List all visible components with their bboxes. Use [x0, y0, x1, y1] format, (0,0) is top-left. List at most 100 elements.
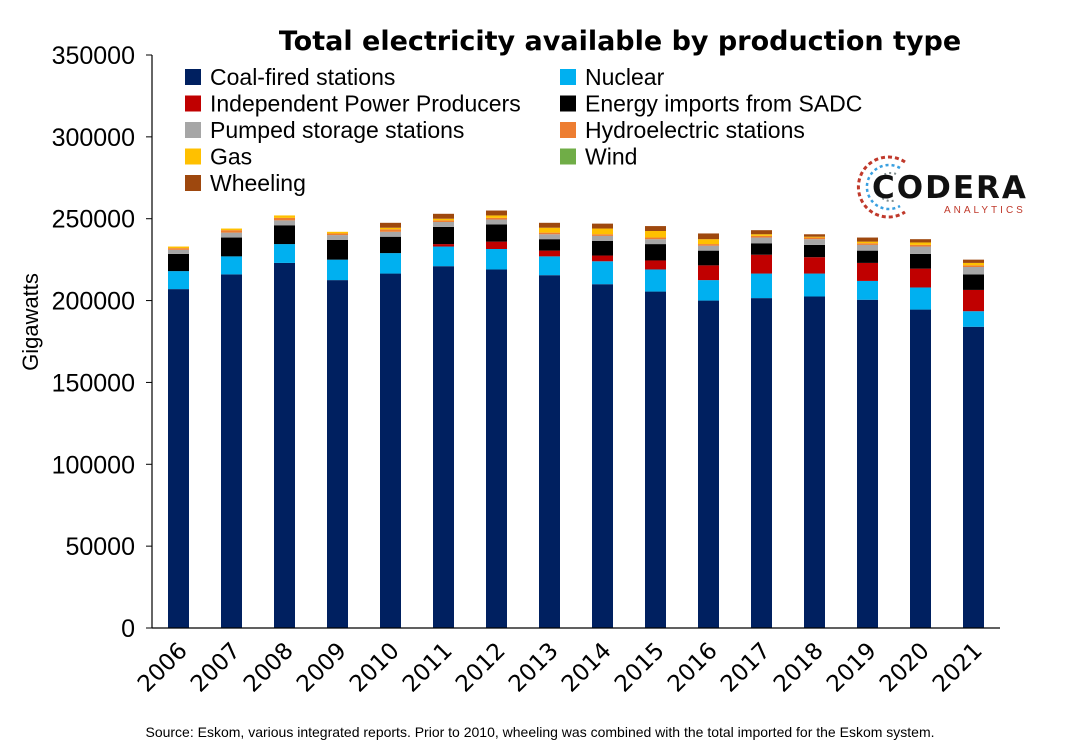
legend-swatch: [560, 95, 576, 112]
bar-segment: [168, 249, 189, 254]
legend-label: Wheeling: [210, 170, 306, 196]
bar-segment: [857, 244, 878, 251]
bar-segment: [592, 255, 613, 262]
bar-segment: [857, 280, 878, 300]
bar-segment: [857, 237, 878, 242]
bar-segment: [910, 253, 931, 269]
bar-segment: [698, 244, 719, 246]
logo-tagline: ANALYTICS: [944, 205, 1026, 216]
legend-label: Wind: [585, 144, 637, 170]
bar-segment: [698, 245, 719, 251]
legend-label: Independent Power Producers: [210, 91, 521, 117]
legend-label: Hydroelectric stations: [585, 117, 805, 143]
bar-segment: [751, 234, 772, 236]
bar-segment: [592, 240, 613, 256]
bar-segment: [168, 271, 189, 290]
bar-segment: [910, 244, 931, 247]
bar-segment: [380, 229, 401, 232]
bar-segment: [751, 235, 772, 238]
bar-segment: [168, 289, 189, 628]
bar-segment: [698, 280, 719, 301]
bar-segment: [327, 231, 348, 234]
bar-segment: [910, 268, 931, 288]
bar-segment: [857, 262, 878, 281]
bar-segment: [380, 222, 401, 228]
bar-segment: [380, 273, 401, 628]
x-tick-label: 2012: [451, 638, 511, 698]
y-axis-label: Gigawatts: [18, 273, 43, 371]
bar-segment: [274, 215, 295, 218]
bar-segment: [910, 309, 931, 628]
bar-segment: [274, 217, 295, 221]
bar-segment: [539, 239, 560, 251]
axes: [151, 55, 1000, 629]
legend-label: Gas: [210, 144, 252, 170]
bar-segment: [910, 239, 931, 243]
bar-segment: [539, 250, 560, 257]
bar-segment: [486, 219, 507, 225]
bar-segment: [963, 289, 984, 312]
y-tick-label: 200000: [52, 288, 135, 316]
logo-name: CODERA: [872, 170, 1028, 206]
bar-segment: [380, 236, 401, 254]
bar-segment: [963, 265, 984, 268]
x-tick-label: 2009: [292, 638, 352, 698]
x-tick-label: 2020: [875, 638, 935, 698]
bar-segment: [486, 215, 507, 218]
bar-segment: [698, 300, 719, 628]
y-tick-label: 0: [121, 615, 135, 643]
bar-segment: [221, 237, 242, 257]
bar-segment: [592, 261, 613, 285]
bar-segment: [221, 232, 242, 238]
bar-segment: [963, 274, 984, 290]
y-tick-label: 100000: [52, 451, 135, 479]
bar-segment: [645, 260, 666, 270]
bar-segment: [963, 267, 984, 275]
x-tick-label: 2018: [769, 638, 829, 698]
legend-label: Pumped storage stations: [210, 117, 464, 143]
y-tick-label: 300000: [52, 124, 135, 152]
x-tick-label: 2006: [133, 638, 193, 698]
legend-swatch: [185, 148, 201, 165]
bar-segment: [592, 228, 613, 235]
bar-segment: [804, 244, 825, 258]
bar-segment: [751, 230, 772, 235]
bar-segment: [698, 265, 719, 281]
x-tick-label: 2010: [345, 638, 405, 698]
x-tick-label: 2015: [610, 638, 670, 698]
bar-segment: [486, 224, 507, 242]
bar-segment: [592, 234, 613, 236]
bar-segment: [168, 246, 189, 249]
bar-segment: [380, 227, 401, 230]
bar-segment: [539, 227, 560, 233]
bar-segment: [804, 239, 825, 245]
bar-segment: [804, 234, 825, 237]
x-tick-label: 2014: [557, 638, 617, 698]
bar-segment: [327, 233, 348, 236]
bar-segment: [963, 262, 984, 266]
bar-segment: [539, 232, 560, 235]
bar-segment: [645, 244, 666, 261]
x-tick-label: 2017: [716, 638, 776, 698]
bar-segment: [380, 231, 401, 237]
bar-segment: [486, 269, 507, 628]
chart-title: Total electricity available by productio…: [279, 26, 961, 57]
bar-segment: [433, 213, 454, 219]
bar-segment: [486, 241, 507, 250]
bar-segment: [963, 311, 984, 327]
x-tick-label: 2016: [663, 638, 723, 698]
bar-segment: [433, 226, 454, 245]
legend-label: Coal-fired stations: [210, 64, 395, 90]
bar-segment: [221, 230, 242, 233]
bar-segment: [433, 266, 454, 628]
y-tick-label: 150000: [52, 369, 135, 397]
bar-segment: [592, 235, 613, 241]
y-tick-label: 350000: [52, 42, 135, 70]
bar-segment: [274, 244, 295, 263]
bar-segment: [168, 248, 189, 250]
bar-segment: [327, 259, 348, 281]
legend-swatch: [185, 95, 201, 112]
bar-segment: [380, 253, 401, 274]
logo-mark-icon: [856, 155, 906, 219]
